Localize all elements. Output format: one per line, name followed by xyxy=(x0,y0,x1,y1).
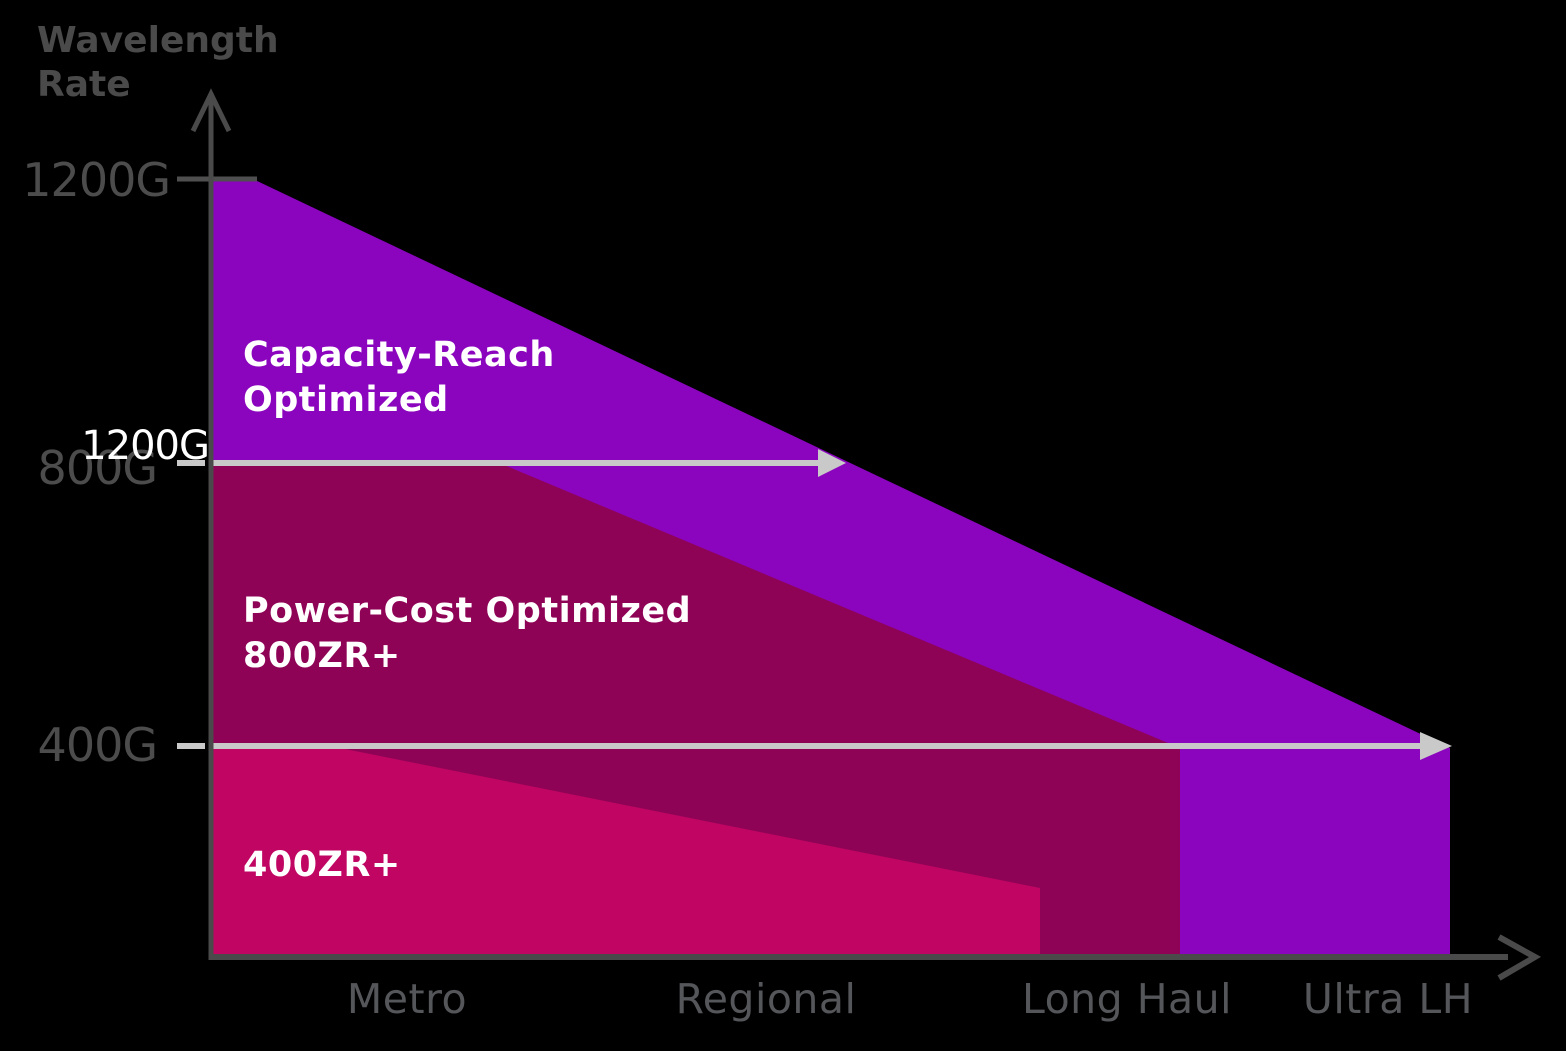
region-400zr-label: 400ZR+ xyxy=(243,845,401,885)
x-category-metro: Metro xyxy=(347,975,467,1023)
region-power-cost-label-line2: 800ZR+ xyxy=(243,636,401,676)
y-axis-title-line2: Rate xyxy=(37,64,131,105)
x-category-regional: Regional xyxy=(676,975,857,1023)
region-400zr xyxy=(213,746,1040,955)
region-capacity-reach-label-line1: Capacity-Reach xyxy=(243,335,555,375)
reach-arrow-1200g xyxy=(177,449,846,477)
region-capacity-reach-label-line2: Optimized xyxy=(243,380,449,420)
reach-arrow-1200g-head xyxy=(818,449,846,477)
x-axis-arrowhead-icon xyxy=(1497,934,1542,981)
reach-arrow-400g-head xyxy=(1420,732,1452,760)
y-tick-label-800g: 800G xyxy=(38,441,157,495)
y-axis-title-line1: Wavelength xyxy=(37,20,279,61)
y-tick-label-400g: 400G xyxy=(38,718,157,772)
region-power-cost-label-line1: Power-Cost Optimized xyxy=(243,591,691,631)
x-category-long-haul: Long Haul xyxy=(1022,975,1232,1023)
reach-arrow-400g xyxy=(177,732,1452,760)
y-tick-label-1200g: 1200G xyxy=(22,153,170,207)
axes xyxy=(177,88,1542,981)
reach-arrow-1200g-label: 1200G xyxy=(81,423,209,469)
y-axis-arrowhead-icon xyxy=(190,88,232,133)
x-category-ultra-lh: Ultra LH xyxy=(1303,975,1473,1023)
